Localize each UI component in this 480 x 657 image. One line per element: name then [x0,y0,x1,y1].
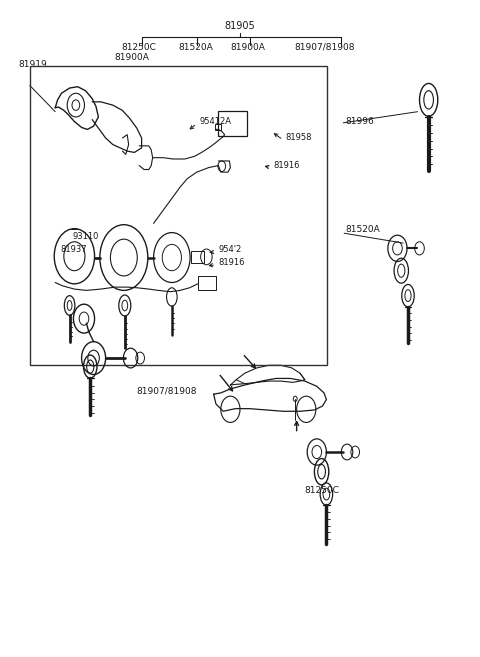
Text: 81905: 81905 [225,21,255,32]
Bar [218,111,247,136]
Bar [215,124,221,130]
Text: 81919: 81919 [18,60,47,69]
Ellipse shape [424,91,433,109]
Text: 95412A: 95412A [199,117,231,126]
Text: 81916: 81916 [274,161,300,170]
Text: 93110: 93110 [73,232,99,241]
Text: 81250C: 81250C [121,43,156,52]
Text: 81937: 81937 [60,245,86,254]
Bar [198,276,216,290]
Text: 81907/81908: 81907/81908 [294,43,355,52]
Text: 81900A: 81900A [114,53,149,62]
Text: 81900A: 81900A [230,43,265,52]
Bar [30,66,327,365]
Bar [191,251,204,263]
Text: 81958: 81958 [286,133,312,143]
Text: 81250C: 81250C [305,486,340,495]
Text: 81520A: 81520A [346,225,380,235]
Text: 954'2: 954'2 [218,245,241,254]
Text: 81916: 81916 [218,258,245,267]
Text: 81520A: 81520A [178,43,213,52]
Text: 81907/81908: 81907/81908 [137,386,197,396]
Text: 81996: 81996 [346,117,374,126]
